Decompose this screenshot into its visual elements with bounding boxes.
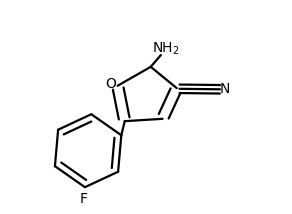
Text: N: N bbox=[220, 82, 230, 96]
Text: NH$_2$: NH$_2$ bbox=[152, 41, 180, 57]
Text: O: O bbox=[105, 77, 116, 91]
Text: F: F bbox=[80, 192, 88, 206]
